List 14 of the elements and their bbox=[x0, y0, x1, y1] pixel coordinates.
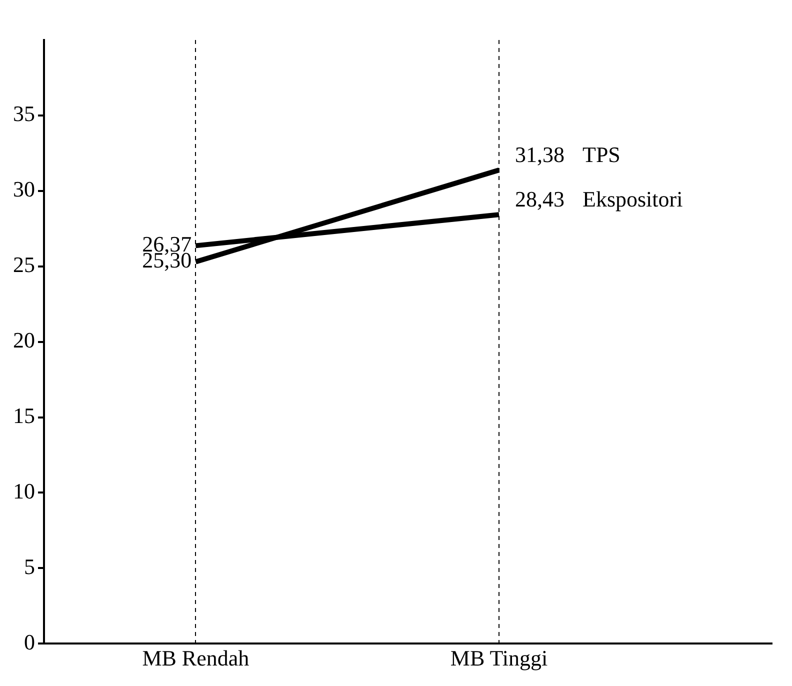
y-tick-label: 0 bbox=[24, 629, 35, 654]
y-tick-label: 20 bbox=[13, 328, 35, 353]
y-tick-label: 15 bbox=[13, 403, 35, 428]
y-tick-label: 5 bbox=[24, 554, 35, 579]
data-label: 31,38 bbox=[515, 142, 564, 167]
y-tick-label: 25 bbox=[13, 252, 35, 278]
text: TPS bbox=[582, 142, 620, 167]
y-tick-label: 35 bbox=[13, 101, 35, 126]
y-tick-label: 30 bbox=[13, 176, 35, 202]
data-label: 28,43 bbox=[515, 186, 564, 212]
text: Ekspositori bbox=[582, 186, 683, 212]
y-tick-label: 10 bbox=[13, 478, 35, 504]
x-tick-label: MB Tinggi bbox=[450, 646, 548, 671]
x-tick-label: MB Rendah bbox=[142, 646, 250, 671]
